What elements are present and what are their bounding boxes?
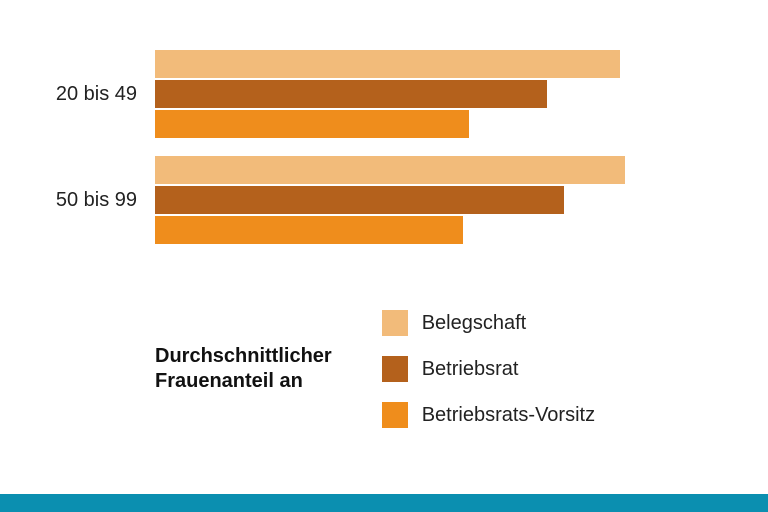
- group-bars: [155, 50, 768, 138]
- legend-title-line: Frauenanteil an: [155, 370, 303, 392]
- legend-item-betriebsrat: Betriebsrat: [382, 356, 595, 382]
- legend: Durchschnittlicher Frauenanteil an Beleg…: [155, 310, 595, 428]
- chart-group: 50 bis 99: [0, 156, 768, 244]
- bar-betriebsrat: [155, 80, 547, 108]
- legend-title: Durchschnittlicher Frauenanteil an: [155, 344, 332, 394]
- legend-items: Belegschaft Betriebsrat Betriebsrats-Vor…: [382, 310, 595, 428]
- legend-label: Betriebsrats-Vorsitz: [422, 404, 595, 427]
- bar-belegschaft: [155, 50, 620, 78]
- legend-title-line: Durchschnittlicher: [155, 345, 332, 367]
- bar-belegschaft: [155, 156, 625, 184]
- legend-item-vorsitz: Betriebsrats-Vorsitz: [382, 402, 595, 428]
- legend-label: Betriebsrat: [422, 358, 519, 381]
- swatch-icon: [382, 356, 408, 382]
- legend-label: Belegschaft: [422, 312, 527, 335]
- bar-vorsitz: [155, 216, 463, 244]
- swatch-icon: [382, 310, 408, 336]
- chart-group: 20 bis 49: [0, 50, 768, 138]
- footer-accent-bar: [0, 494, 768, 512]
- legend-item-belegschaft: Belegschaft: [382, 310, 595, 336]
- swatch-icon: [382, 402, 408, 428]
- bar-vorsitz: [155, 110, 469, 138]
- group-bars: [155, 156, 768, 244]
- bar-betriebsrat: [155, 186, 564, 214]
- bar-chart: 20 bis 49 50 bis 99: [0, 50, 768, 262]
- group-label: 20 bis 49: [0, 83, 155, 106]
- group-label: 50 bis 99: [0, 189, 155, 212]
